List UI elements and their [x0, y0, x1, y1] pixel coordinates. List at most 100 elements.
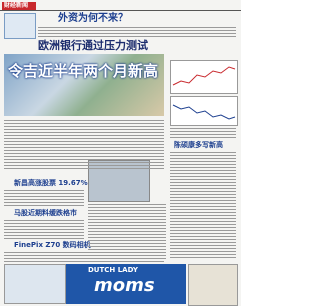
text-line: [88, 219, 166, 220]
text-line: [170, 161, 236, 162]
newspaper-page: 财经新闻 外资为何不来？ 欧洲银行通过压力测试 令吉近半年两个月新高 陈硕康多写…: [0, 0, 241, 306]
text-line: [170, 215, 236, 216]
text-line: [4, 261, 164, 262]
chart-line: [173, 67, 235, 85]
text-line: [170, 179, 236, 180]
text-line: [88, 225, 166, 226]
small-ad: [188, 264, 238, 306]
text-line: [38, 36, 236, 37]
text-line: [88, 249, 166, 250]
text-line: [170, 194, 236, 195]
text-line: [170, 203, 236, 204]
text-line: [170, 155, 236, 156]
text-line: [170, 230, 236, 231]
text-line: [4, 162, 164, 163]
text-line: [170, 185, 236, 186]
text-line: [170, 212, 236, 213]
text-line: [170, 233, 236, 234]
text-line: [88, 228, 166, 229]
text-line: [88, 204, 166, 205]
text-line: [170, 158, 236, 159]
article-headline: 马股近期料缓跌格市: [14, 210, 77, 217]
text-line: [88, 216, 166, 217]
text-line: [88, 222, 166, 223]
text-line: [170, 152, 236, 153]
text-line: [170, 218, 236, 219]
masthead-rule: [0, 10, 241, 11]
text-line: [170, 170, 236, 171]
text-line: [4, 132, 164, 133]
text-line: [4, 135, 164, 136]
text-line: [170, 248, 236, 249]
text-line: [170, 197, 236, 198]
article-headline: FinePix Z70 数码相机: [14, 242, 91, 249]
text-line: [88, 210, 166, 211]
text-line: [4, 129, 164, 130]
article-headline: 新昌高涨股票 19.67%: [14, 180, 88, 187]
text-line: [38, 30, 236, 31]
promo-box: [4, 13, 36, 39]
text-line: [4, 141, 164, 142]
text-line: [170, 137, 236, 138]
main-kicker: 欧洲银行通过压力测试: [38, 40, 148, 51]
chart-graphic: [171, 97, 237, 125]
text-line: [4, 138, 164, 139]
text-line: [170, 164, 236, 165]
top-headline: 外资为何不来？: [58, 14, 128, 24]
text-line: [4, 229, 84, 230]
text-line: [4, 126, 164, 127]
text-line: [88, 240, 166, 241]
text-line: [4, 235, 84, 236]
text-line: [4, 223, 84, 224]
text-line: [170, 224, 236, 225]
text-line: [170, 128, 236, 129]
text-line: [4, 199, 84, 200]
text-line: [38, 33, 236, 34]
text-line: [170, 182, 236, 183]
text-line: [88, 243, 166, 244]
text-line: [88, 231, 166, 232]
text-line: [4, 205, 84, 206]
masthead-logo: 财经新闻: [2, 2, 36, 10]
text-line: [170, 251, 236, 252]
text-line: [170, 257, 236, 258]
text-line: [170, 200, 236, 201]
text-line: [4, 168, 164, 169]
text-line: [4, 202, 84, 203]
text-line: [4, 238, 84, 239]
text-line: [4, 220, 84, 221]
advert-product: moms: [94, 277, 155, 295]
text-line: [170, 209, 236, 210]
text-line: [170, 167, 236, 168]
text-line: [170, 131, 236, 132]
side-headline: 陈硕康多写新高: [174, 142, 223, 149]
text-line: [4, 190, 84, 191]
text-line: [170, 176, 236, 177]
text-line: [4, 147, 164, 148]
text-line: [88, 246, 166, 247]
text-line: [170, 254, 236, 255]
text-line: [4, 232, 84, 233]
text-line: [170, 227, 236, 228]
text-line: [4, 120, 164, 121]
text-line: [4, 196, 84, 197]
text-line: [4, 150, 164, 151]
chart-image: [170, 60, 238, 94]
small-ad: [4, 264, 66, 304]
text-line: [4, 159, 164, 160]
article-photo: [88, 160, 150, 202]
text-line: [170, 191, 236, 192]
text-line: [4, 156, 164, 157]
text-line: [170, 221, 236, 222]
text-line: [170, 242, 236, 243]
text-line: [4, 252, 164, 253]
text-line: [88, 213, 166, 214]
text-line: [88, 237, 166, 238]
text-line: [4, 144, 164, 145]
text-line: [170, 245, 236, 246]
advert: DUTCH LADY moms: [66, 264, 186, 304]
text-line: [170, 236, 236, 237]
text-line: [170, 239, 236, 240]
text-line: [4, 165, 164, 166]
text-line: [170, 134, 236, 135]
